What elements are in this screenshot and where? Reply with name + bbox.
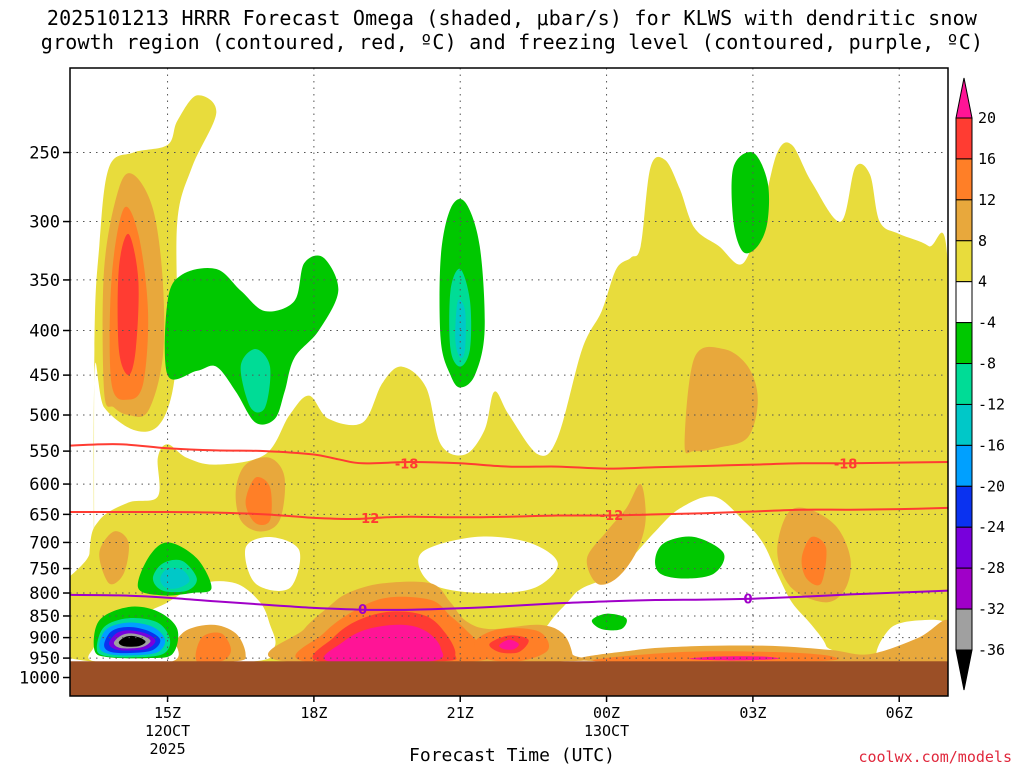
colorbar-swatch-2 xyxy=(955,199,973,242)
x-tick-label-15Z-0: 15Z xyxy=(154,704,181,722)
contour--12-line xyxy=(70,506,948,521)
y-tick-label-900: 900 xyxy=(29,629,60,649)
colorbar-label-6: -8 xyxy=(978,355,996,373)
omega-area-37 xyxy=(240,349,271,413)
colorbar-swatch-6 xyxy=(955,363,973,405)
chart-title-line-1: 2025101213 HRRR Forecast Omega (shaded, … xyxy=(46,6,978,30)
omega-area-3 xyxy=(244,536,301,591)
colorbar-swatch-0 xyxy=(955,117,973,160)
contour--12-label-1: -12 xyxy=(600,509,624,524)
contour-0-line xyxy=(70,589,948,611)
ground-fill xyxy=(70,661,948,696)
omega-area-33 xyxy=(591,613,627,631)
y-tick-label-700: 700 xyxy=(29,533,60,553)
colorbar-swatch-3 xyxy=(955,240,973,283)
colorbar-top-arrow xyxy=(955,77,973,119)
colorbar-label-3: 8 xyxy=(978,232,987,250)
x-tick-label-06Z-0: 06Z xyxy=(886,704,913,722)
colorbar-label-5: -4 xyxy=(978,314,996,332)
y-tick-label-750: 750 xyxy=(29,560,60,580)
omega-area-30 xyxy=(164,255,339,425)
colorbar-label-11: -28 xyxy=(978,559,1005,577)
x-tick-label-00Z-1: 13OCT xyxy=(584,722,629,740)
y-tick-label-550: 550 xyxy=(29,442,60,462)
colorbar-swatch-5 xyxy=(955,322,973,365)
x-tick-label-03Z-0: 03Z xyxy=(739,704,766,722)
omega-area-11 xyxy=(586,483,646,585)
y-tick-label-800: 800 xyxy=(29,584,60,604)
omega-area-47 xyxy=(118,635,146,647)
contour--18-label-1: -18 xyxy=(834,457,858,472)
colorbar-swatch-9 xyxy=(955,485,973,528)
x-tick-label-18Z-0: 18Z xyxy=(300,704,327,722)
colorbar-label-12: -32 xyxy=(978,600,1005,618)
chart-title-line-2: growth region (contoured, red, ºC) and f… xyxy=(40,30,984,54)
colorbar-label-13: -36 xyxy=(978,641,1005,659)
omega-area-22 xyxy=(801,536,827,586)
omega-area-20 xyxy=(195,632,231,664)
omega-area-4 xyxy=(418,536,558,594)
colorbar: 20 16 12 8 4 -4 -8 -12 -16 -20 -24 -28 -32 -36 xyxy=(955,77,1005,691)
ground-layer xyxy=(70,661,948,696)
x-axis-title: Forecast Time (UTC) xyxy=(409,745,615,766)
plot-frame xyxy=(69,67,949,697)
gridlines xyxy=(70,68,948,696)
omega-area-26 xyxy=(323,624,444,664)
site-credit: coolwx.com/models xyxy=(858,748,1012,766)
contour-0-label-0: 0 xyxy=(358,603,367,618)
temperature-contours: -18 -18 -12 -12 0 0 xyxy=(70,443,948,618)
chart-title: 2025101213 HRRR Forecast Omega (shaded, … xyxy=(0,6,1024,54)
y-tick-label-850: 850 xyxy=(29,607,60,627)
y-tick-label-450: 450 xyxy=(29,366,60,386)
colorbar-swatch-4 xyxy=(955,281,973,324)
y-tick-label-600: 600 xyxy=(29,475,60,495)
omega-area-9 xyxy=(99,531,129,585)
colorbar-swatch-1 xyxy=(955,158,973,201)
y-tick-label-650: 650 xyxy=(29,505,60,525)
colorbar-swatch-7 xyxy=(955,403,973,446)
colorbar-label-8: -16 xyxy=(978,436,1005,454)
contour--12-label-0: -12 xyxy=(356,512,380,527)
colorbar-label-9: -20 xyxy=(978,477,1005,495)
y-tick-label-300: 300 xyxy=(29,213,60,233)
omega-area-27 xyxy=(499,639,519,650)
y-axis: 2503003504004505005506006507007508008509… xyxy=(19,144,70,689)
y-tick-label-500: 500 xyxy=(29,406,60,426)
colorbar-swatch-8 xyxy=(955,444,973,487)
omega-area-32 xyxy=(731,151,770,254)
x-tick-label-15Z-1: 12OCT xyxy=(145,722,190,740)
x-tick-label-21Z-0: 21Z xyxy=(447,704,474,722)
colorbar-label-0: 20 xyxy=(978,109,996,127)
y-tick-label-350: 350 xyxy=(29,271,60,291)
colorbar-swatch-11 xyxy=(955,567,973,610)
y-tick-label-400: 400 xyxy=(29,322,60,342)
x-tick-label-00Z-0: 00Z xyxy=(593,704,620,722)
omega-shaded-areas xyxy=(70,95,948,695)
omega-area-41 xyxy=(160,567,190,589)
omega-area-34 xyxy=(655,536,725,579)
colorbar-label-1: 16 xyxy=(978,150,996,168)
y-tick-label-250: 250 xyxy=(29,144,60,164)
colorbar-bottom-arrow xyxy=(955,649,973,691)
omega-area-23 xyxy=(117,233,139,376)
contour-0-label-1: 0 xyxy=(743,593,752,608)
colorbar-label-2: 12 xyxy=(978,191,996,209)
x-tick-label-15Z-2: 2025 xyxy=(149,740,185,758)
omega-area-10 xyxy=(684,346,758,454)
y-tick-label-950: 950 xyxy=(29,649,60,669)
colorbar-label-4: 4 xyxy=(978,273,987,291)
colorbar-swatch-10 xyxy=(955,526,973,569)
contour--18-label-0: -18 xyxy=(395,457,419,472)
colorbar-label-10: -24 xyxy=(978,518,1005,536)
colorbar-swatch-12 xyxy=(955,608,973,651)
contour--18-line xyxy=(70,443,948,470)
y-tick-label-1000: 1000 xyxy=(19,669,60,689)
colorbar-label-7: -12 xyxy=(978,395,1005,413)
